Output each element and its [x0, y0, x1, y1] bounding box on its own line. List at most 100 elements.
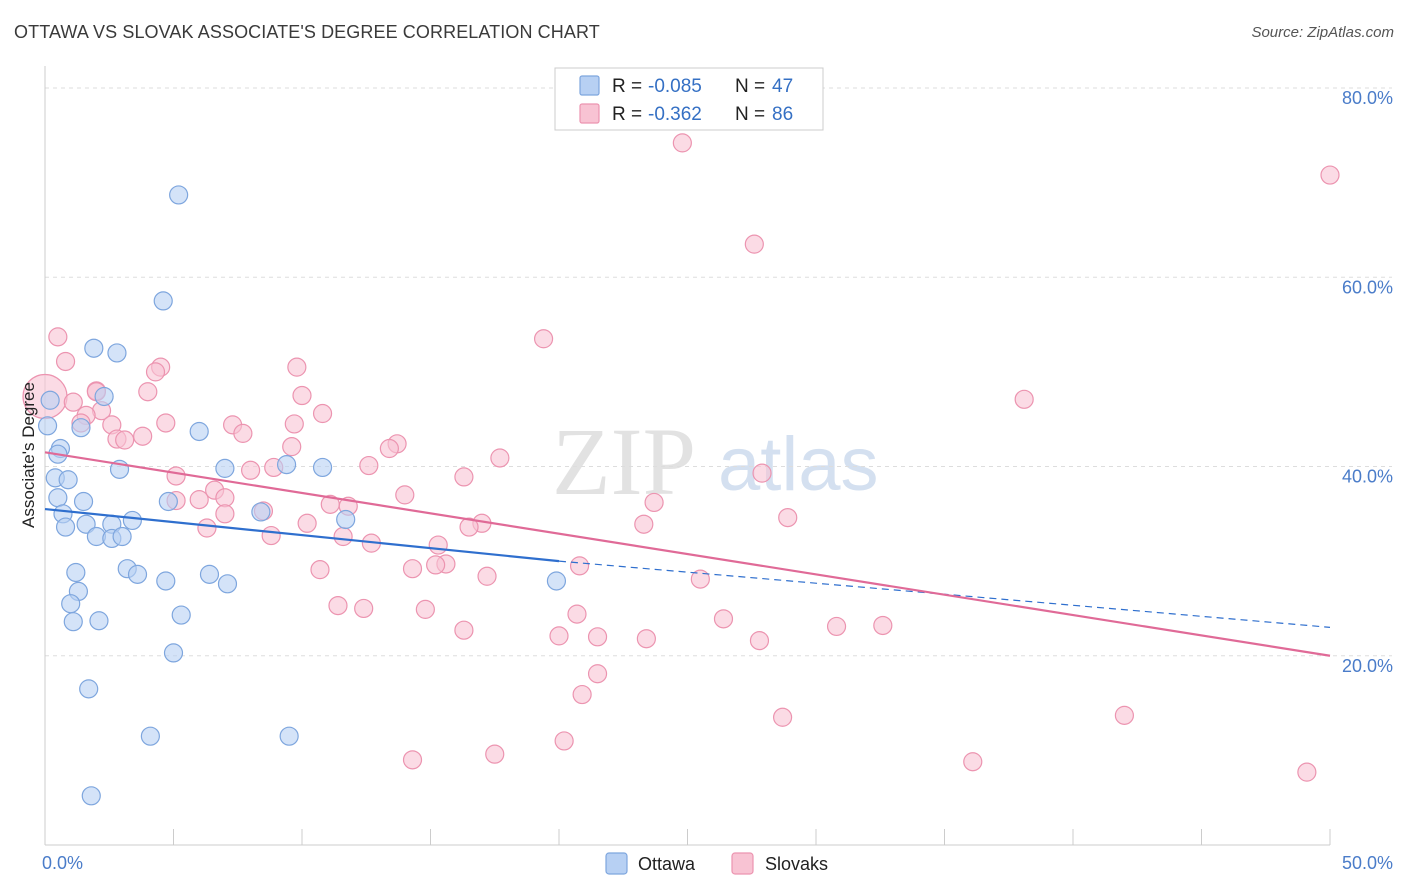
point-slovaks [752, 463, 772, 483]
point-slovaks [63, 392, 83, 412]
point-slovaks [115, 430, 135, 450]
watermark-atlas: atlas [718, 422, 879, 507]
point-slovaks [428, 535, 448, 555]
point-slovaks [636, 629, 656, 649]
point-slovaks [873, 615, 893, 636]
legend-r-value-ottawa: -0.085 [648, 76, 702, 97]
point-slovaks [672, 133, 692, 153]
point-slovaks [55, 351, 76, 372]
y-tick-label: 60.0% [1342, 277, 1393, 297]
point-slovaks [690, 569, 710, 589]
point-slovaks [215, 488, 235, 508]
point-ottawa [73, 491, 94, 512]
point-ottawa [171, 605, 191, 625]
point-slovaks [454, 620, 474, 640]
point-slovaks [261, 525, 281, 546]
point-slovaks [310, 560, 330, 580]
point-slovaks [713, 609, 734, 629]
bottom-legend-swatch-slovaks [731, 852, 754, 875]
point-slovaks [333, 526, 353, 547]
point-slovaks [778, 507, 798, 528]
legend-r-label-ottawa: R = [612, 76, 642, 97]
watermark: ZIP atlas [552, 408, 879, 515]
point-slovaks [426, 555, 446, 575]
point-slovaks [567, 604, 587, 624]
tick-labels: 20.0% 40.0% 60.0% 80.0% 0.0% 50.0% [42, 88, 1393, 873]
point-ottawa [312, 457, 333, 478]
point-slovaks [454, 467, 474, 487]
point-slovaks [459, 517, 479, 537]
point-slovaks [402, 750, 423, 770]
legend-n-label-ottawa: N = [735, 76, 765, 97]
point-ottawa [153, 291, 173, 311]
point-ottawa [217, 574, 238, 594]
point-slovaks [241, 460, 261, 480]
point-slovaks [826, 616, 847, 637]
legend-n-value-ottawa: 47 [772, 76, 793, 97]
point-slovaks [287, 357, 307, 377]
y-tick-label: 80.0% [1342, 88, 1393, 108]
point-ottawa [336, 509, 356, 530]
point-slovaks [554, 731, 574, 751]
point-slovaks [549, 626, 569, 646]
point-slovaks [772, 707, 793, 727]
point-slovaks [379, 438, 399, 459]
point-ottawa [279, 726, 299, 746]
point-slovaks [138, 382, 158, 402]
point-slovaks [354, 598, 374, 619]
point-ottawa [61, 594, 81, 614]
gridlines [45, 87, 1392, 657]
point-slovaks [477, 566, 497, 586]
point-ottawa [276, 455, 297, 475]
point-slovaks [145, 362, 166, 382]
point-slovaks [587, 627, 608, 647]
point-ottawa [189, 421, 209, 442]
bottom-legend-label-ottawa: Ottawa [638, 854, 696, 874]
point-slovaks [744, 234, 764, 254]
point-ottawa [215, 458, 235, 478]
point-slovaks [572, 684, 592, 705]
point-slovaks [1014, 389, 1034, 409]
point-ottawa [122, 510, 142, 531]
point-ottawa [58, 470, 78, 490]
x-tick-label: 50.0% [1342, 853, 1393, 873]
point-ottawa [251, 502, 271, 522]
point-ottawa [40, 390, 60, 410]
point-ottawa [55, 517, 76, 537]
point-slovaks [312, 403, 333, 424]
point-ottawa [63, 612, 83, 632]
point-ottawa [81, 786, 101, 806]
point-ottawa [546, 571, 567, 591]
point-slovaks [166, 466, 186, 486]
point-ottawa [94, 386, 114, 407]
point-slovaks [48, 327, 68, 347]
point-slovaks [233, 423, 253, 443]
legend-swatch-slovaks [579, 103, 600, 124]
point-ottawa [84, 338, 104, 358]
point-ottawa [169, 185, 189, 205]
y-axis-label: Associate's Degree [19, 382, 38, 528]
point-ottawa [48, 488, 68, 508]
point-ottawa [158, 491, 178, 512]
point-slovaks [215, 504, 235, 524]
legend-r-label-slovaks: R = [612, 104, 642, 125]
point-ottawa [89, 611, 109, 631]
legend-r-value-slovaks: -0.362 [648, 104, 702, 125]
point-slovaks [156, 413, 176, 433]
point-slovaks [533, 329, 554, 349]
point-slovaks [490, 448, 510, 468]
point-ottawa [76, 514, 96, 534]
point-ottawa [199, 564, 220, 584]
axes [44, 66, 1331, 846]
legend-n-label-slovaks: N = [735, 104, 765, 125]
legend-box: R = -0.085 N = 47 R = -0.362 N = 86 [554, 67, 824, 131]
point-slovaks [292, 385, 312, 406]
point-ottawa [71, 418, 91, 438]
point-ottawa [112, 526, 132, 547]
bottom-legend-label-slovaks: Slovaks [765, 854, 828, 874]
point-slovaks [133, 426, 153, 446]
point-slovaks [634, 514, 654, 534]
point-ottawa [79, 679, 99, 699]
data-points [22, 133, 1340, 806]
